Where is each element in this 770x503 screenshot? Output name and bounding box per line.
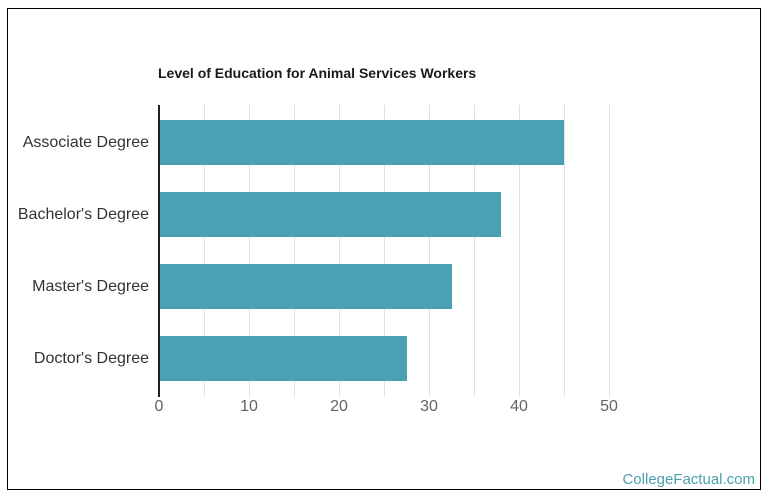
x-axis-tick-labels: 0 10 20 30 40 50: [155, 398, 654, 417]
y-axis-label-master-s-degree: Master's Degree: [32, 277, 149, 295]
bar-bachelor-s-degree: [159, 192, 501, 238]
watermark-link[interactable]: CollegeFactual.com: [622, 471, 755, 488]
gridline-10: [248, 105, 250, 397]
y-axis-label-bachelor-s-degree: Bachelor's Degree: [17, 206, 149, 224]
gridline-20: [338, 105, 340, 397]
x-axis-tick-label-20: 20: [330, 398, 348, 415]
gridline-40: [518, 105, 520, 397]
gridline-50: [608, 105, 610, 397]
y-axis-labels: Associate Degree Bachelor's Degree Master'…: [0, 105, 149, 392]
gridline-35: [473, 105, 475, 397]
bar-doctor-s-degree: [159, 335, 407, 381]
figure-border: [7, 8, 761, 490]
gridline-25: [383, 105, 385, 397]
gridline-30: [428, 105, 430, 397]
chart-title: Level of Education for Animal Services W…: [158, 65, 477, 81]
y-axis-label-associate-degree: Associate Degree: [22, 134, 149, 152]
y-axis-line: [158, 105, 160, 397]
gridline-15: [293, 105, 295, 397]
x-axis-tick-label-40: 40: [510, 398, 528, 415]
x-axis-tick-label-10: 10: [240, 398, 258, 415]
gridline-45: [563, 105, 565, 397]
plot-area: [158, 105, 654, 397]
x-axis-tick-label-30: 30: [420, 398, 438, 415]
x-axis-tick-label-50: 50: [600, 398, 618, 415]
bar-master-s-degree: [159, 263, 452, 309]
bar-associate-degree: [159, 120, 564, 166]
x-axis-tick-label-0: 0: [154, 398, 164, 415]
y-axis-label-doctor-s-degree: Doctor's Degree: [33, 349, 149, 367]
gridline-5: [203, 105, 205, 397]
